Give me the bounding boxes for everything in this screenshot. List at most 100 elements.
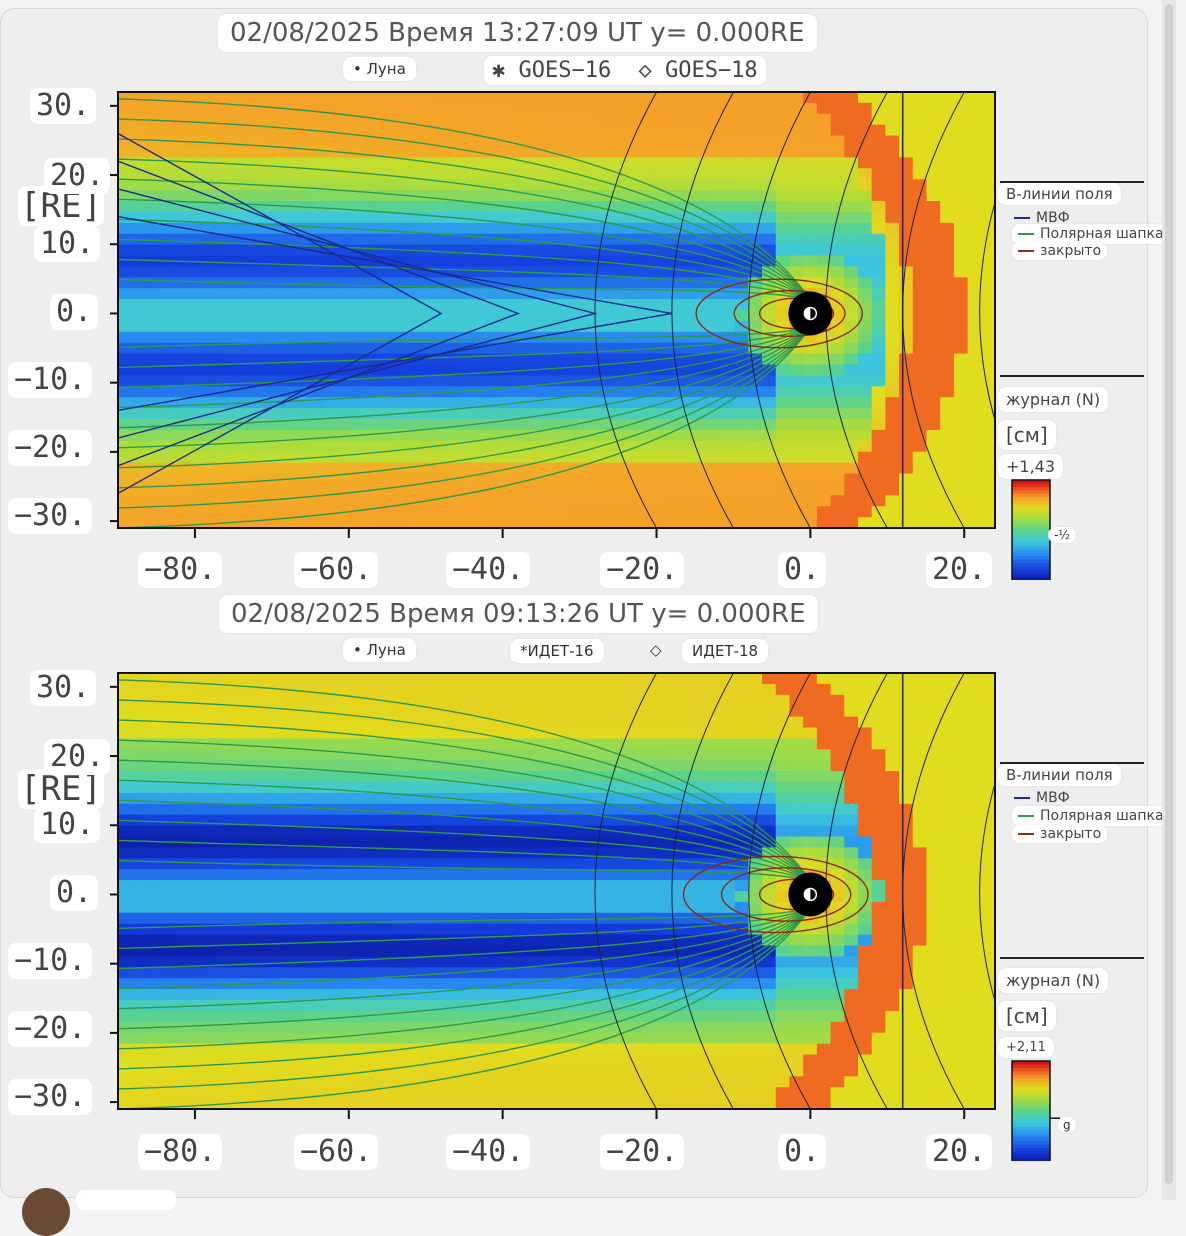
density-cell <box>118 924 132 936</box>
density-cell <box>543 717 557 729</box>
density-cell <box>844 419 858 431</box>
density-cell <box>365 321 379 333</box>
density-cell <box>132 343 146 355</box>
density-cell <box>200 125 214 137</box>
density-cell <box>598 1098 612 1110</box>
density-cell <box>296 397 310 409</box>
density-cell <box>584 179 598 191</box>
density-cell <box>173 103 187 115</box>
density-cell <box>419 989 433 1001</box>
density-cell <box>652 1044 666 1056</box>
density-cell <box>351 880 365 892</box>
density-cell <box>255 266 269 278</box>
density-cell <box>762 989 776 1001</box>
density-cell <box>803 114 817 126</box>
density-cell <box>899 815 913 827</box>
density-cell <box>817 125 831 137</box>
density-cell <box>447 103 461 115</box>
density-cell <box>639 1065 653 1077</box>
density-cell <box>899 517 913 529</box>
density-cell <box>255 782 269 794</box>
density-cell <box>913 430 927 442</box>
density-cell <box>557 978 571 990</box>
density-cell <box>762 738 776 750</box>
density-cell <box>666 463 680 475</box>
density-cell <box>529 804 543 816</box>
density-cell <box>721 463 735 475</box>
density-cell <box>392 946 406 958</box>
density-cell <box>214 706 228 718</box>
density-cell <box>557 266 571 278</box>
density-cell <box>762 506 776 518</box>
density-cell <box>680 179 694 191</box>
density-cell <box>310 847 324 859</box>
density-cell <box>255 837 269 849</box>
density-cell <box>392 92 406 104</box>
density-cell <box>926 408 940 420</box>
density-cell <box>926 256 940 268</box>
density-cell <box>187 847 201 859</box>
colorbar-cell <box>1012 494 1050 498</box>
density-cell <box>899 782 913 794</box>
density-cell <box>378 902 392 914</box>
density-cell <box>789 92 803 104</box>
density-cell <box>282 891 296 903</box>
density-cell <box>981 234 995 246</box>
density-cell <box>721 738 735 750</box>
density-cell <box>611 234 625 246</box>
density-cell <box>913 419 927 431</box>
density-cell <box>639 463 653 475</box>
density-cell <box>789 935 803 947</box>
density-cell <box>611 506 625 518</box>
density-cell <box>598 474 612 486</box>
density-cell <box>228 826 242 838</box>
density-cell <box>570 706 584 718</box>
density-cell <box>789 190 803 202</box>
density-cell <box>282 506 296 518</box>
colorbar-cell <box>1012 577 1050 580</box>
density-cell <box>831 201 845 213</box>
density-cell <box>173 190 187 202</box>
density-cell <box>173 157 187 169</box>
density-cell <box>543 168 557 180</box>
density-cell <box>200 277 214 289</box>
density-cell <box>419 386 433 398</box>
density-cell <box>652 517 666 529</box>
density-cell <box>447 695 461 707</box>
density-cell <box>899 673 913 685</box>
density-cell <box>789 430 803 442</box>
density-cell <box>241 891 255 903</box>
density-cell <box>378 858 392 870</box>
density-cell <box>885 738 899 750</box>
density-cell <box>310 299 324 311</box>
density-cell <box>255 1065 269 1077</box>
density-cell <box>666 1055 680 1067</box>
density-cell <box>447 179 461 191</box>
density-cell <box>557 782 571 794</box>
density-cell <box>639 495 653 507</box>
density-cell <box>529 913 543 925</box>
density-cell <box>721 495 735 507</box>
density-cell <box>598 310 612 322</box>
density-cell <box>132 804 146 816</box>
density-cell <box>858 1033 872 1045</box>
density-cell <box>324 495 338 507</box>
density-cell <box>776 978 790 990</box>
density-cell <box>447 1044 461 1056</box>
density-cell <box>337 880 351 892</box>
density-cell <box>817 386 831 398</box>
density-cell <box>433 673 447 685</box>
density-cell <box>707 880 721 892</box>
density-cell <box>132 288 146 300</box>
density-cell <box>310 673 324 685</box>
density-cell <box>214 179 228 191</box>
density-cell <box>748 760 762 772</box>
density-cell <box>337 717 351 729</box>
density-cell <box>145 815 159 827</box>
density-cell <box>872 190 886 202</box>
density-cell <box>968 223 982 235</box>
density-cell <box>872 847 886 859</box>
density-cell <box>145 354 159 366</box>
colorbar-cell <box>1012 539 1050 543</box>
density-cell <box>748 103 762 115</box>
